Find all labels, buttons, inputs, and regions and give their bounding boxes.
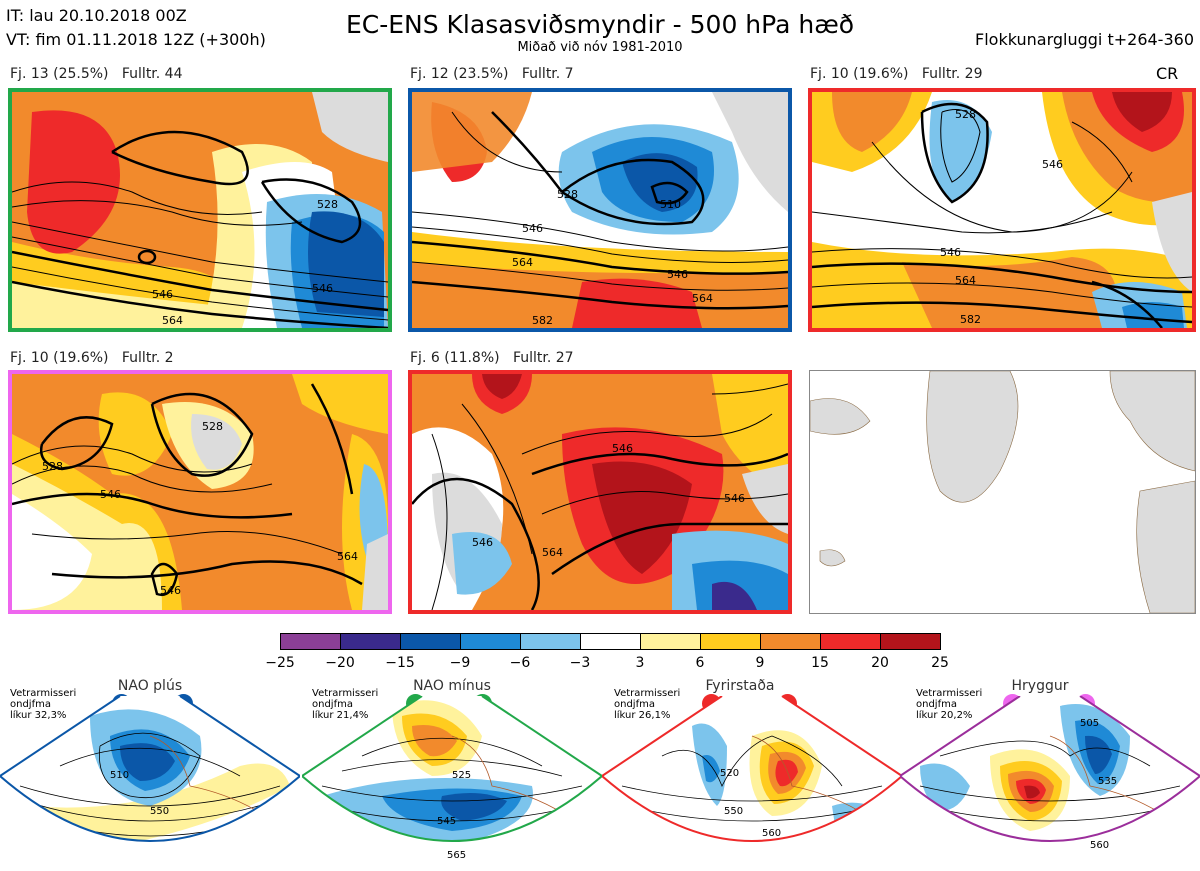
colorbar-cell — [520, 633, 581, 650]
cluster-map-1: 528 546 546 564 — [8, 88, 392, 332]
empty-map-panel — [809, 370, 1196, 614]
regime-3-note: Vetrarmisseri ondjfma líkur 26,1% — [614, 688, 681, 721]
colorbar-tick-label: 25 — [931, 655, 949, 671]
regime-1-note: Vetrarmisseri ondjfma líkur 32,3% — [10, 688, 77, 721]
contour-label: 535 — [1098, 776, 1117, 787]
contour-label: 546 — [152, 288, 173, 301]
contour-label: 564 — [337, 550, 358, 563]
contour-label: 505 — [1080, 718, 1099, 729]
contour-label: 550 — [150, 806, 169, 817]
cluster-map-2: 510 528 546 564 546 564 582 — [408, 88, 792, 332]
regime-4-name: Hryggur — [1011, 678, 1069, 694]
contour-label: 565 — [447, 850, 466, 861]
colorbar-cell — [340, 633, 401, 650]
colorbar-tick-label: −20 — [325, 655, 355, 671]
cluster-map-5: 546 564 546 546 — [408, 370, 792, 614]
panel-1-label: Fj. 13 (25.5%) Fulltr. 44 — [10, 66, 183, 82]
colorbar-cell — [820, 633, 881, 650]
regime-2-map: 525 545 565 — [302, 696, 602, 861]
colorbar-cell — [640, 633, 701, 650]
contour-label: 560 — [762, 828, 781, 839]
contour-label: 564 — [162, 314, 183, 327]
contour-label: 546 — [312, 282, 333, 295]
colorbar-tick-label: 9 — [755, 655, 765, 671]
regime-1-name: NAO plús — [117, 678, 183, 694]
colorbar-tick-label: 3 — [635, 655, 645, 671]
contour-label: 546 — [522, 222, 543, 235]
contour-label: 564 — [542, 546, 563, 559]
contour-label: 546 — [612, 442, 633, 455]
panel-5-label: Fj. 6 (11.8%) Fulltr. 27 — [410, 350, 574, 366]
classification-window: Flokkunargluggi t+264-360 — [975, 30, 1194, 49]
colorbar-cell — [580, 633, 641, 650]
colorbar-tick-label: −9 — [449, 655, 471, 671]
regime-2-name: NAO mínus — [413, 678, 491, 694]
contour-label: 564 — [692, 292, 713, 305]
regime-1-map: 510 550 — [0, 696, 300, 842]
regime-4-note: Vetrarmisseri ondjfma líkur 20,2% — [916, 688, 983, 721]
colorbar-cell — [280, 633, 341, 650]
contour-label: 564 — [955, 274, 976, 287]
contour-label: 582 — [960, 313, 981, 326]
contour-label: 545 — [437, 816, 456, 827]
cluster-map-3: 528 546 564 582 546 — [808, 88, 1196, 332]
colorbar-cell — [460, 633, 521, 650]
contour-label: 560 — [1090, 840, 1109, 851]
regime-3-name: Fyrirstaða — [705, 678, 775, 694]
contour-label: 510 — [110, 770, 129, 781]
colorbar-cell — [700, 633, 761, 650]
contour-label: 546 — [940, 246, 961, 259]
contour-label: 520 — [720, 768, 739, 779]
initial-time: IT: lau 20.10.2018 00Z — [6, 6, 187, 25]
contour-label: 546 — [160, 584, 181, 597]
colorbar-cell — [880, 633, 941, 650]
colorbar-tick-label: −3 — [569, 655, 591, 671]
colorbar-tick-label: −15 — [385, 655, 415, 671]
contour-label: 550 — [724, 806, 743, 817]
colorbar-tick-label: 6 — [695, 655, 705, 671]
contour-label: 528 — [955, 108, 976, 121]
contour-label: 564 — [512, 256, 533, 269]
colorbar-tick-label: 15 — [811, 655, 829, 671]
contour-label: 528 — [317, 198, 338, 211]
page-subtitle: Miðað við nóv 1981-2010 — [517, 40, 683, 55]
regime-2-note: Vetrarmisseri ondjfma líkur 21,4% — [312, 688, 379, 721]
regime-3-map: 520 550 560 — [602, 696, 902, 842]
contour-label: 582 — [532, 314, 553, 327]
colorbar-cell — [760, 633, 821, 650]
panel-3-label: Fj. 10 (19.6%) Fulltr. 29 — [810, 66, 983, 82]
colorbar-tick-label: 20 — [871, 655, 889, 671]
contour-label: 528 — [557, 188, 578, 201]
colorbar-tick-label: −25 — [265, 655, 295, 671]
colorbar — [280, 633, 941, 650]
contour-label: 510 — [660, 198, 681, 211]
panel-4-label: Fj. 10 (19.6%) Fulltr. 2 — [10, 350, 174, 366]
colorbar-tick-label: −6 — [509, 655, 531, 671]
contour-label: 546 — [100, 488, 121, 501]
contour-label: 546 — [667, 268, 688, 281]
contour-label: 528 — [42, 460, 63, 473]
contour-label: 528 — [202, 420, 223, 433]
regime-legend: Vetrarmisseri ondjfma líkur 32,3% NAO plús… — [0, 676, 1200, 871]
colorbar-cell — [400, 633, 461, 650]
panel-2-label: Fj. 12 (23.5%) Fulltr. 7 — [410, 66, 574, 82]
contour-label: 546 — [1042, 158, 1063, 171]
panel-3-tag: CR — [1156, 64, 1179, 83]
contour-label: 546 — [472, 536, 493, 549]
contour-label: 525 — [452, 770, 471, 781]
colorbar-ticks: −25 −20 −15 −9 −6 −3 3 6 9 15 20 25 — [265, 655, 949, 673]
contour-label: 546 — [724, 492, 745, 505]
page-title: EC-ENS Klasasviðsmyndir - 500 hPa hæð — [345, 10, 855, 39]
valid-time: VT: fim 01.11.2018 12Z (+300h) — [6, 30, 266, 49]
cluster-map-4: 528 528 546 564 546 — [8, 370, 392, 614]
regime-4-map: 505 535 560 — [900, 696, 1200, 851]
